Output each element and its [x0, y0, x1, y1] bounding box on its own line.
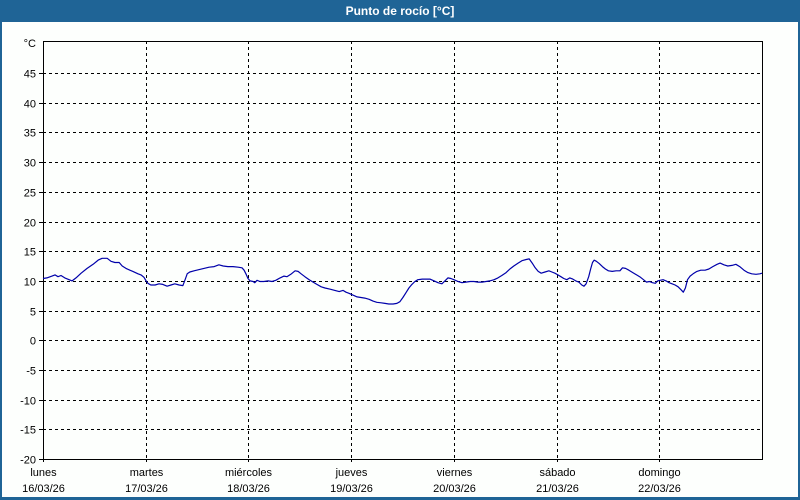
chart-title: Punto de rocío [°C]: [345, 4, 455, 18]
plot-frame: [43, 41, 763, 460]
x-tick-day-label: martes: [130, 467, 164, 479]
y-tick-label: -10: [20, 396, 36, 408]
x-gridlines: lunes 16/03/26 martes 17/03/26 miércoles 18/0…: [22, 41, 681, 495]
chart-title-bar: Punto de rocío [°C]: [2, 0, 798, 22]
x-tick-date-label: 21/03/26: [536, 483, 579, 495]
x-tick-day-label: lunes: [30, 467, 57, 479]
y-tick-label: -20: [20, 455, 36, 467]
x-tick-day-label: sábado: [539, 467, 575, 479]
x-tick-date-label: 16/03/26: [22, 483, 65, 495]
x-tick-day-label: miércoles: [225, 467, 273, 479]
y-tick-label: 0: [30, 336, 36, 348]
y-tick-label: 10: [24, 277, 36, 289]
y-tick-label: 20: [24, 218, 36, 230]
y-tick-label: 15: [24, 247, 36, 259]
x-tick-day-label: domingo: [638, 467, 680, 479]
x-tick-date-label: 18/03/26: [227, 483, 270, 495]
y-tick-label: 5: [30, 307, 36, 319]
y-tick-label: 30: [24, 158, 36, 170]
x-tick-date-label: 19/03/26: [330, 483, 373, 495]
y-tick-label: 40: [24, 99, 36, 111]
x-tick-date-label: 22/03/26: [638, 483, 681, 495]
y-tick-label: 45: [24, 69, 36, 81]
x-tick-date-label: 20/03/26: [433, 483, 476, 495]
x-tick-day-label: viernes: [437, 467, 473, 479]
y-gridlines: 45 40 35 30 25 20 15 10 5 0 -5 -10 -15 -20: [20, 69, 762, 467]
y-tick-label: -15: [20, 425, 36, 437]
y-axis-unit-label: °C: [24, 38, 36, 50]
x-tick-day-label: jueves: [335, 467, 368, 479]
y-tick-label: 35: [24, 128, 36, 140]
x-tick-date-label: 17/03/26: [125, 483, 168, 495]
series-line: [42, 257, 763, 305]
y-tick-label: 25: [24, 188, 36, 200]
y-tick-label: -5: [26, 366, 36, 378]
